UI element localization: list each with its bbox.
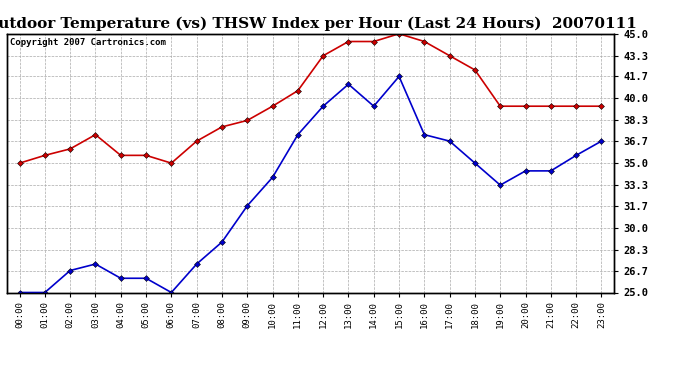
Text: Copyright 2007 Cartronics.com: Copyright 2007 Cartronics.com <box>10 38 166 46</box>
Title: Outdoor Temperature (vs) THSW Index per Hour (Last 24 Hours)  20070111: Outdoor Temperature (vs) THSW Index per … <box>0 17 636 31</box>
